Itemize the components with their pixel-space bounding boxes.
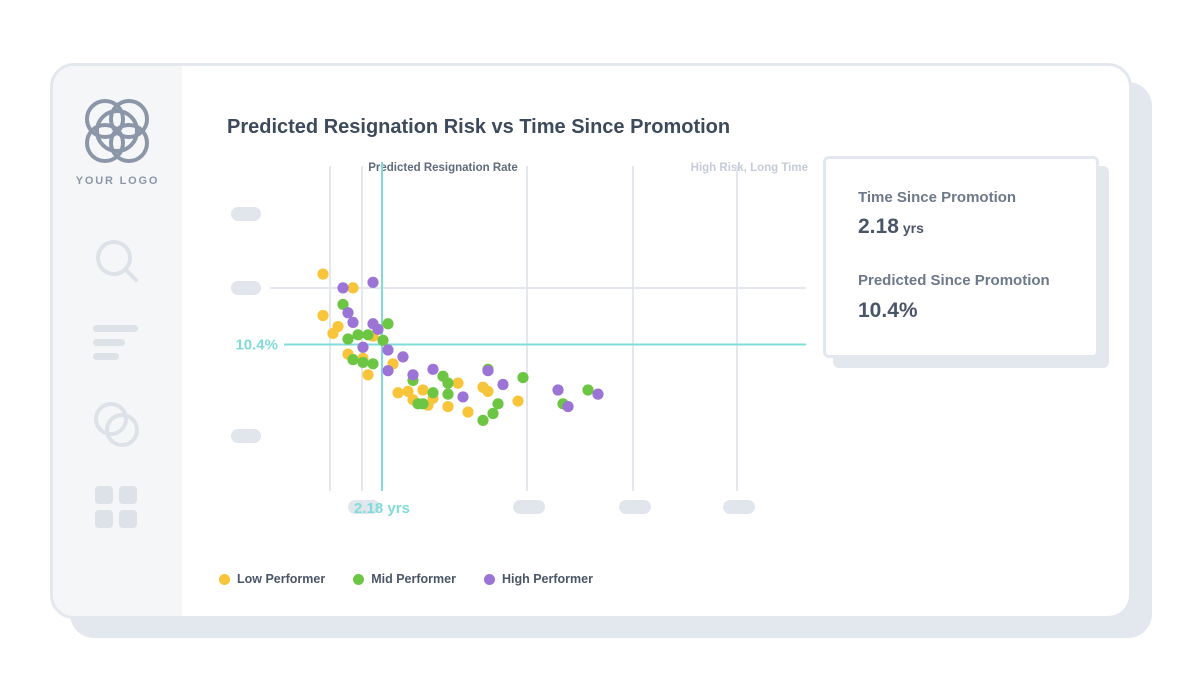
predicted-rate-label: Predicted Since Promotion — [858, 272, 1050, 289]
data-point-low-performer-21 — [402, 385, 414, 397]
data-point-high-performer-7 — [382, 344, 394, 356]
data-point-low-performer-15 — [442, 400, 454, 413]
data-point-mid-performer-6 — [357, 356, 369, 369]
quadrant-label: High Risk, Long Time — [690, 162, 808, 174]
grid-icon — [95, 486, 137, 528]
data-point-high-performer-15 — [552, 384, 564, 396]
legend-label-mid: Mid Performer — [371, 572, 456, 586]
predicted-rate-value: 10.4% — [858, 299, 918, 322]
data-point-high-performer-1 — [367, 276, 379, 288]
data-point-high-performer-6 — [357, 341, 369, 353]
legend-item-low: Low Performer — [219, 572, 325, 586]
axis-caption: Predicted Resignation Rate — [368, 162, 518, 174]
legend-item-mid: Mid Performer — [353, 572, 456, 586]
data-point-mid-performer-2 — [342, 333, 354, 345]
data-point-mid-performer-4 — [377, 334, 389, 346]
data-point-low-performer-19 — [477, 381, 489, 393]
legend-dot-low — [219, 573, 230, 585]
x-tick-placeholder-2 — [619, 500, 651, 514]
data-point-high-performer-16 — [592, 388, 604, 400]
data-point-mid-performer-11 — [427, 387, 439, 399]
search-icon — [96, 240, 138, 282]
data-point-low-performer-0 — [317, 268, 329, 280]
nav-list-button[interactable] — [91, 318, 141, 368]
data-point-mid-performer-13 — [437, 370, 449, 382]
data-point-mid-performer-21 — [477, 414, 489, 426]
legend-item-high: High Performer — [483, 572, 593, 586]
x-tick-placeholder-1 — [513, 500, 545, 514]
data-point-low-performer-20 — [512, 395, 524, 407]
nav-search-button[interactable] — [91, 235, 141, 285]
legend-dot-mid — [353, 573, 365, 585]
data-point-mid-performer-8 — [367, 358, 379, 370]
data-point-low-performer-10 — [392, 387, 404, 399]
data-point-mid-performer-1 — [352, 329, 364, 341]
marker-label-x: 2.18 yrs — [354, 500, 410, 517]
data-point-low-performer-1 — [347, 282, 359, 294]
data-point-high-performer-5 — [372, 323, 384, 335]
data-point-high-performer-3 — [347, 316, 359, 328]
time-since-promotion-value: 2.18 yrs — [858, 215, 924, 239]
list-icon — [93, 325, 138, 360]
data-point-mid-performer-3 — [362, 329, 374, 341]
time-value: 2.18 — [858, 215, 899, 238]
y-tick-placeholder-0 — [231, 207, 261, 221]
x-tick-placeholder-0 — [348, 500, 380, 514]
data-point-high-performer-17 — [562, 400, 574, 413]
sidebar: YOUR LOGO — [53, 66, 182, 616]
legend-label-high: High Performer — [501, 572, 593, 586]
data-point-mid-performer-7 — [347, 354, 359, 366]
app-window: YOUR LOGO — [50, 63, 1132, 619]
time-unit: yrs — [902, 220, 924, 236]
x-tick-placeholder-3 — [723, 500, 755, 514]
data-point-mid-performer-17 — [487, 407, 499, 420]
data-point-high-performer-2 — [342, 307, 354, 319]
data-point-high-performer-12 — [457, 391, 469, 403]
data-point-high-performer-9 — [382, 365, 394, 377]
marker-label-y: 10.4% — [235, 336, 278, 353]
data-point-high-performer-11 — [427, 363, 439, 375]
scatter-plot: 2.18 yrs 10.4% — [231, 162, 806, 517]
data-point-mid-performer-18 — [517, 372, 529, 384]
data-point-low-performer-4 — [327, 327, 339, 340]
data-point-low-performer-11 — [417, 384, 429, 396]
data-point-high-performer-8 — [397, 351, 409, 363]
time-since-promotion-label: Time Since Promotion — [858, 189, 1017, 206]
nav-grid-button[interactable] — [91, 482, 141, 532]
legend: Low Performer Mid Performer High Perform… — [219, 572, 593, 586]
data-point-low-performer-16 — [462, 406, 474, 418]
legend-label-low: Low Performer — [237, 572, 326, 586]
data-point-low-performer-18 — [452, 377, 464, 389]
legend-dot-high — [483, 573, 495, 585]
data-point-mid-performer-16 — [492, 398, 504, 410]
data-point-high-performer-14 — [497, 378, 509, 391]
data-point-low-performer-9 — [362, 369, 374, 381]
data-point-low-performer-2 — [317, 309, 329, 322]
data-point-mid-performer-14 — [442, 388, 454, 400]
logo — [83, 97, 151, 165]
circles-icon — [94, 402, 139, 447]
y-tick-placeholder-2 — [231, 429, 261, 443]
y-tick-placeholder-1 — [231, 281, 261, 295]
data-point-mid-performer-0 — [337, 298, 349, 311]
data-point-mid-performer-5 — [382, 318, 394, 330]
nav-circles-button[interactable] — [91, 399, 141, 449]
logo-text: YOUR LOGO — [75, 175, 160, 187]
data-point-high-performer-13 — [482, 365, 494, 377]
info-card: Time Since Promotion 2.18 yrs Predicted S… — [823, 156, 1099, 358]
data-point-mid-performer-22 — [417, 398, 429, 410]
chart-title: Predicted Resignation Risk vs Time Since… — [227, 116, 731, 138]
data-point-high-performer-10 — [407, 369, 419, 381]
data-point-mid-performer-20 — [582, 384, 594, 396]
data-point-high-performer-0 — [337, 282, 349, 294]
